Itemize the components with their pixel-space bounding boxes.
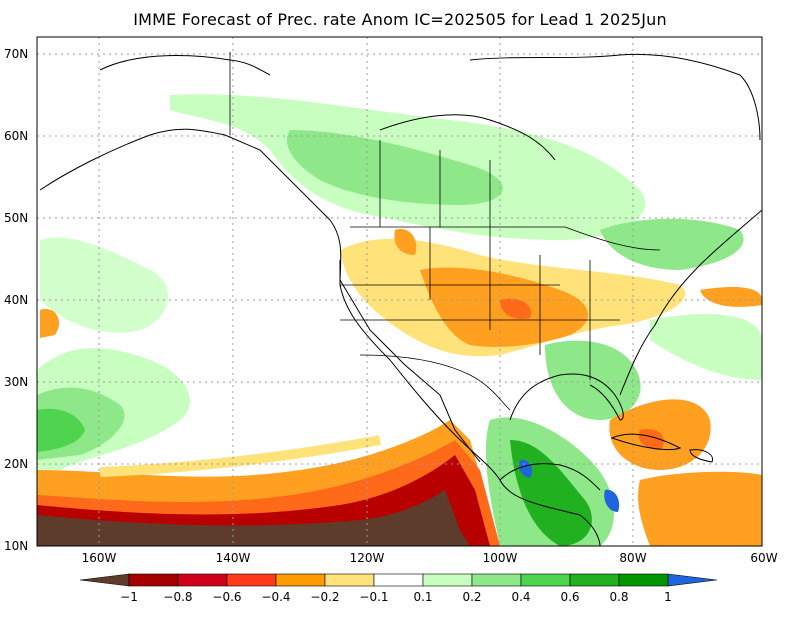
colorbar-cell <box>226 573 277 587</box>
latitude-label: 40N <box>4 293 29 307</box>
latitude-label: 60N <box>4 129 29 143</box>
colorbar-cell <box>471 573 522 587</box>
colorbar-cell <box>373 573 424 587</box>
colorbar-tick-label: −0.1 <box>359 590 389 604</box>
latitude-label: 70N <box>4 47 29 61</box>
dry-anomaly-caribbean <box>609 287 762 546</box>
colorbar-cell <box>275 573 326 587</box>
political-boundaries <box>229 52 661 411</box>
latitude-label: 30N <box>4 375 29 389</box>
colorbar-tick-label: −0.6 <box>212 590 242 604</box>
longitude-label: 60W <box>750 551 778 565</box>
colorbar-cell <box>422 573 473 587</box>
dry-anomaly-us <box>340 229 686 357</box>
wet-anomaly-southeast <box>485 314 762 546</box>
latitude-label: 50N <box>4 211 29 225</box>
colorbar-tick-label: 0.6 <box>560 590 580 604</box>
longitude-label: 160W <box>81 551 117 565</box>
colorbar-cell <box>667 573 718 587</box>
colorbar-tick-label: 0.4 <box>511 590 531 604</box>
graticule <box>37 37 762 546</box>
longitude-label: 100W <box>482 551 518 565</box>
colorbar-cell <box>324 573 375 587</box>
colorbar-cell <box>569 573 620 587</box>
colorbar-cell <box>618 573 669 587</box>
map-title: IMME Forecast of Prec. rate Anom IC=2025… <box>133 10 667 29</box>
latitude-label: 20N <box>4 457 29 471</box>
wet-anomaly-pacific <box>37 237 190 470</box>
colorbar-tick-label: 0.1 <box>413 590 433 604</box>
colorbar-tick-label: 0.8 <box>609 590 629 604</box>
colorbar-cell <box>177 573 228 587</box>
colorbar-tick-label: −0.8 <box>163 590 193 604</box>
colorbar-tick-label: −0.2 <box>310 590 340 604</box>
colorbar-tick-label: −0.4 <box>261 590 291 604</box>
colorbar-tick-label: 0.2 <box>462 590 482 604</box>
colorbar-cell <box>79 573 130 587</box>
colorbar-tick-label: 1 <box>664 590 672 604</box>
longitude-label: 120W <box>349 551 385 565</box>
colorbar-cell <box>520 573 571 587</box>
colorbar-tick-label: −1 <box>120 590 138 604</box>
coastlines <box>39 53 762 546</box>
colorbar-cell <box>128 573 179 587</box>
dry-anomaly-band <box>37 420 500 546</box>
longitude-label: 80W <box>619 551 647 565</box>
latitude-label: 10N <box>4 539 29 553</box>
longitude-label: 140W <box>215 551 251 565</box>
